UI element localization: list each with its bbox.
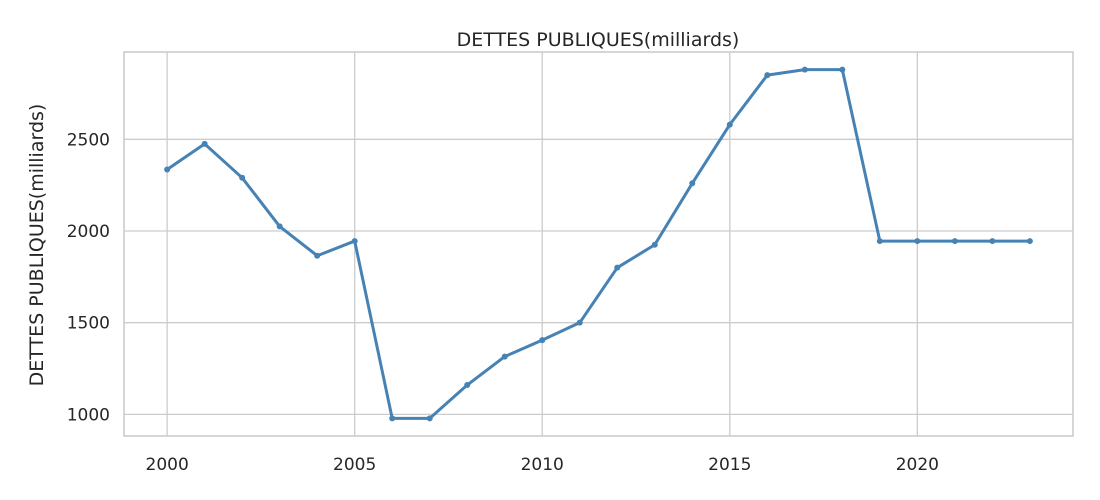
chart-title: DETTES PUBLIQUES(milliards): [457, 29, 740, 51]
y-tick-label: 1500: [67, 314, 110, 334]
data-point: [764, 72, 771, 79]
data-point: [164, 166, 171, 173]
data-point: [576, 319, 583, 326]
data-point: [951, 238, 958, 245]
data-point: [501, 353, 508, 360]
data-point: [801, 66, 808, 73]
series-layer: [164, 66, 1033, 422]
y-tick-label: 1000: [67, 405, 110, 425]
x-tick-label: 2010: [521, 455, 564, 475]
data-point: [201, 140, 208, 147]
grid: [124, 52, 1073, 436]
x-tick-label: 2020: [896, 455, 939, 475]
x-tick-label: 2015: [708, 455, 751, 475]
data-point: [989, 238, 996, 245]
data-point: [389, 415, 396, 422]
y-axis-label: DETTES PUBLIQUES(milliards): [26, 104, 48, 387]
data-point: [689, 180, 696, 187]
data-point: [239, 174, 246, 181]
data-point: [839, 66, 846, 73]
data-point: [651, 241, 658, 248]
data-point: [314, 252, 321, 259]
data-point: [726, 121, 733, 128]
data-point: [351, 238, 358, 245]
data-point: [539, 337, 546, 344]
data-point: [464, 382, 471, 389]
x-axis: 2000 2005 2010 2015 2020: [146, 455, 939, 475]
y-axis: 1000 1500 2000 2500: [67, 130, 110, 425]
y-tick-label: 2000: [67, 222, 110, 242]
series-line: [165, 68, 1032, 420]
y-tick-label: 2500: [67, 130, 110, 150]
x-tick-label: 2005: [333, 455, 376, 475]
data-point: [914, 238, 921, 245]
data-point: [276, 223, 283, 230]
x-tick-label: 2000: [146, 455, 189, 475]
data-point: [876, 238, 883, 245]
data-point: [1026, 238, 1033, 245]
plot-frame: [123, 51, 1074, 437]
data-point: [426, 415, 433, 422]
data-point: [614, 264, 621, 271]
